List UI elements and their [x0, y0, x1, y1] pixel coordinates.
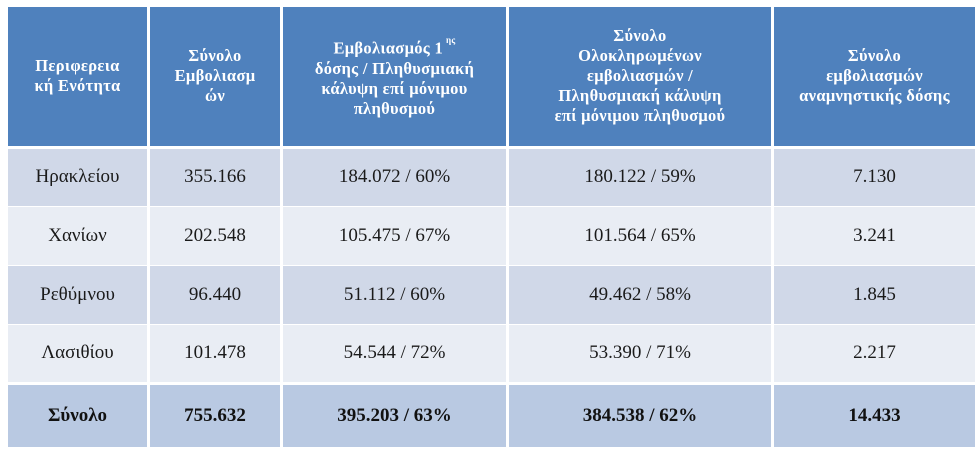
cell-completed: 180.122 / 59% — [506, 147, 774, 207]
header-region: Περιφερεια κή Ενότητα — [5, 7, 150, 149]
cell-completed: 53.390 / 71% — [506, 324, 774, 384]
cell-completed: 49.462 / 58% — [506, 265, 774, 325]
cell-total: 202.548 — [147, 206, 283, 266]
total-booster: 14.433 — [771, 381, 978, 447]
cell-region: Χανίων — [5, 206, 150, 266]
total-label: Σύνολο — [5, 381, 150, 447]
header-first-dose-line: δόσης / Πληθυσμιακή — [314, 58, 475, 78]
cell-total: 101.478 — [147, 324, 283, 384]
header-booster-line: αναμνηστικής δόσης — [799, 86, 950, 106]
header-region-line: κή Ενότητα — [34, 76, 121, 96]
header-booster-line: εμβολιασμών — [826, 66, 923, 86]
total-vaccinations: 755.632 — [147, 381, 283, 447]
table-row: Χανίων 202.548 105.475 / 67% 101.564 / 6… — [5, 206, 978, 266]
header-first-dose-line: πληθυσμού — [353, 98, 436, 118]
header-first-dose: Εμβολιασμός 1 ης δόσης / Πληθυσμιακή κάλυ… — [280, 7, 509, 149]
header-booster: Σύνολο εμβολιασμών αναμνηστικής δόσης — [771, 7, 978, 149]
header-total-line: Εμβολιασμ — [174, 66, 256, 86]
cell-region: Ρεθύμνου — [5, 265, 150, 325]
cell-booster: 2.217 — [771, 324, 978, 384]
header-completed-line: επί μόνιμου πληθυσμού — [554, 106, 726, 126]
total-completed: 384.538 / 62% — [506, 381, 774, 447]
table-row: Ηρακλείου 355.166 184.072 / 60% 180.122 … — [5, 147, 978, 207]
cell-first-dose: 54.544 / 72% — [280, 324, 509, 384]
header-first-dose-superscript: ης — [446, 35, 456, 45]
header-region-line: Περιφερεια — [35, 56, 120, 76]
cell-booster: 3.241 — [771, 206, 978, 266]
cell-first-dose: 184.072 / 60% — [280, 147, 509, 207]
cell-region: Ηρακλείου — [5, 147, 150, 207]
total-first-dose: 395.203 / 63% — [280, 381, 509, 447]
vaccination-table-container: Περιφερεια κή Ενότητα Σύνολο Εμβολιασμ ώ… — [5, 7, 978, 447]
header-first-dose-line: Εμβολιασμός 1 ης — [333, 35, 456, 58]
cell-total: 355.166 — [147, 147, 283, 207]
cell-total: 96.440 — [147, 265, 283, 325]
header-completed-line: Σύνολο — [613, 26, 667, 46]
cell-first-dose: 51.112 / 60% — [280, 265, 509, 325]
header-completed-line: εμβολιασμών / — [586, 66, 694, 86]
vaccination-table: Περιφερεια κή Ενότητα Σύνολο Εμβολιασμ ώ… — [5, 7, 978, 447]
cell-booster: 7.130 — [771, 147, 978, 207]
header-completed-line: Πληθυσμιακή κάλυψη — [558, 86, 722, 106]
table-row: Ρεθύμνου 96.440 51.112 / 60% 49.462 / 58… — [5, 265, 978, 325]
header-total-vaccinations: Σύνολο Εμβολιασμ ών — [147, 7, 283, 149]
table-total-row: Σύνολο 755.632 395.203 / 63% 384.538 / 6… — [5, 381, 978, 447]
header-total-line: ών — [204, 86, 226, 106]
cell-region: Λασιθίου — [5, 324, 150, 384]
table-header-row: Περιφερεια κή Ενότητα Σύνολο Εμβολιασμ ώ… — [5, 7, 978, 149]
table-row: Λασιθίου 101.478 54.544 / 72% 53.390 / 7… — [5, 324, 978, 384]
header-first-dose-line: κάλυψη επί μόνιμου — [321, 78, 468, 98]
header-booster-line: Σύνολο — [847, 46, 902, 66]
header-completed-line: Ολοκληρωμένων — [578, 46, 702, 66]
cell-booster: 1.845 — [771, 265, 978, 325]
cell-first-dose: 105.475 / 67% — [280, 206, 509, 266]
header-completed: Σύνολο Ολοκληρωμένων εμβολιασμών / Πληθυ… — [506, 7, 774, 149]
cell-completed: 101.564 / 65% — [506, 206, 774, 266]
header-total-line: Σύνολο — [188, 46, 242, 66]
